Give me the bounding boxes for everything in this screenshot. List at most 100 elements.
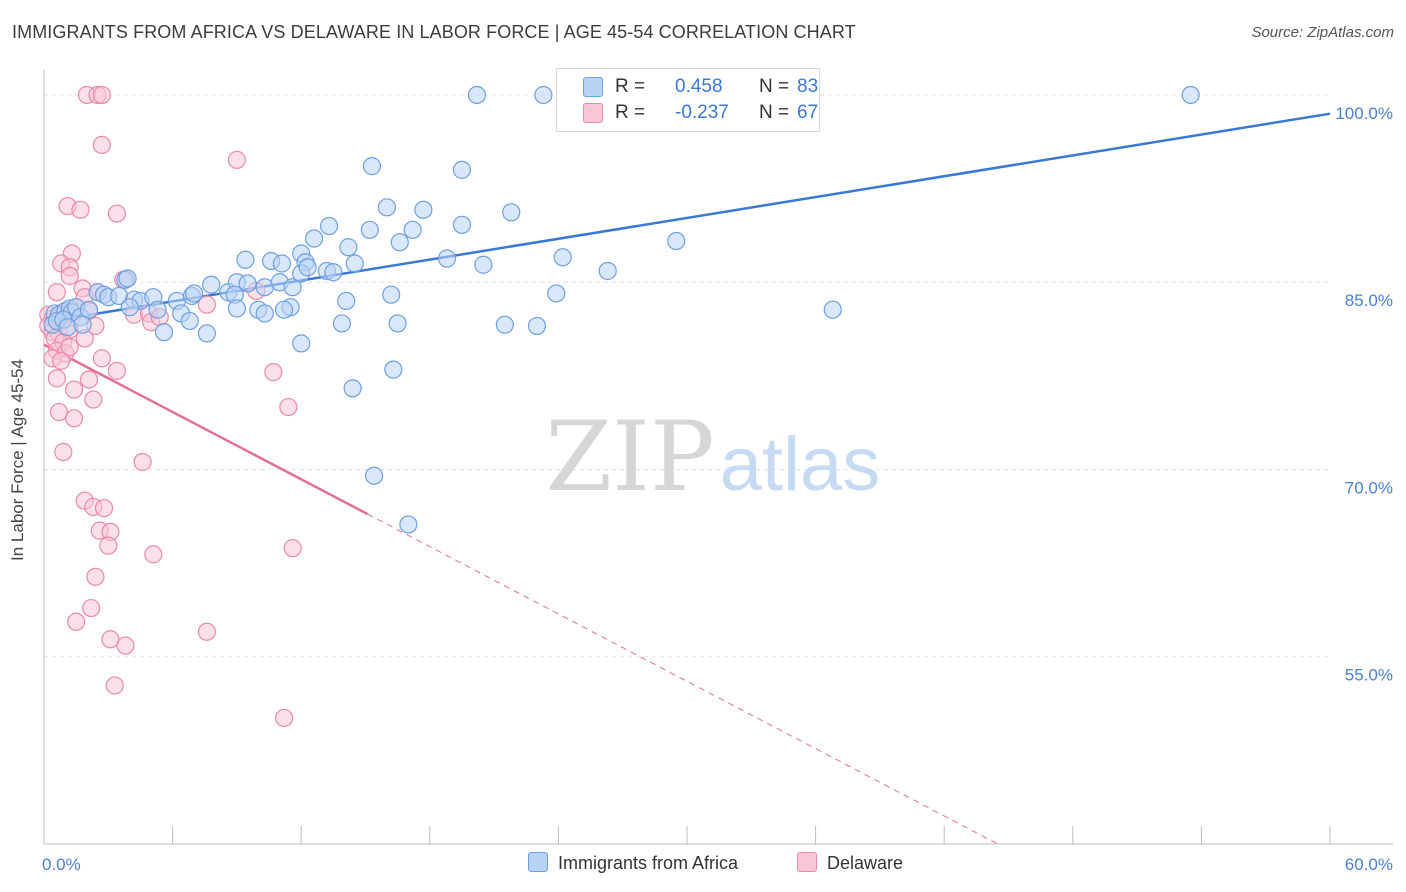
point-africa [236, 250, 255, 269]
point-africa [324, 263, 343, 282]
point-africa [553, 248, 572, 267]
point-africa [388, 314, 407, 333]
stats-legend: R = 0.458 N = 83 R = -0.237 N = 67 [556, 68, 820, 132]
x-tick-labels: 0.0% 60.0% [42, 855, 1393, 874]
point-delaware [92, 135, 111, 155]
point-africa [184, 284, 204, 303]
point-delaware [274, 708, 294, 728]
point-africa [319, 216, 339, 236]
point-africa [227, 299, 246, 318]
n-value: 83 [797, 76, 819, 97]
point-delaware [133, 452, 152, 472]
point-africa [202, 275, 221, 294]
point-africa [1181, 85, 1200, 105]
point-africa [527, 316, 547, 336]
point-africa [304, 229, 324, 248]
n-value: 67 [797, 102, 819, 123]
y-tick-labels: 100.0% 85.0% 70.0% 55.0% [1335, 104, 1393, 685]
point-africa [73, 315, 92, 334]
x-tick-label: 0.0% [42, 855, 81, 874]
africa-swatch [528, 852, 548, 872]
trend-line-delaware-extension [367, 513, 999, 845]
blue-swatch [583, 77, 603, 97]
point-delaware [82, 598, 101, 618]
watermark: ZIP atlas [545, 401, 880, 513]
y-axis-label: In Labor Force | Age 45-54 [8, 359, 27, 561]
point-delaware [197, 622, 216, 641]
point-delaware [60, 266, 79, 286]
point-africa [255, 278, 274, 297]
point-africa [495, 315, 514, 334]
r-value: 0.458 [675, 76, 723, 97]
point-africa [360, 220, 379, 239]
r-label: R = [615, 76, 646, 97]
trend-line-delaware [43, 343, 369, 516]
point-africa [154, 323, 174, 342]
point-africa [118, 269, 137, 288]
watermark-atlas: atlas [720, 422, 881, 507]
point-africa [382, 285, 401, 304]
source-label: Source: ZipAtlas.com [1251, 24, 1394, 41]
point-delaware [283, 539, 302, 558]
chart-title: IMMIGRANTS FROM AFRICA VS DELAWARE IN LA… [12, 22, 856, 42]
point-africa [79, 300, 99, 319]
y-tick-label: 100.0% [1335, 104, 1393, 123]
point-africa [414, 200, 433, 219]
point-africa [197, 324, 216, 343]
delaware-swatch [797, 852, 817, 872]
point-delaware [64, 380, 84, 399]
legend-label-delaware: Delaware [827, 853, 904, 873]
point-africa [238, 274, 257, 293]
point-delaware [99, 536, 118, 555]
r-label: R = [615, 102, 646, 123]
point-africa [403, 220, 422, 239]
point-delaware [116, 636, 135, 655]
legend-label-africa: Immigrants from Africa [558, 853, 739, 873]
point-delaware [264, 363, 283, 382]
point-delaware [107, 204, 126, 223]
legend-item-delaware: Delaware [797, 852, 903, 874]
point-delaware [227, 150, 246, 169]
point-africa [292, 334, 311, 353]
grid-lines [44, 94, 1330, 658]
watermark-zip: ZIP [545, 401, 714, 513]
point-delaware [79, 370, 99, 389]
point-africa [120, 298, 139, 317]
point-delaware [52, 351, 71, 370]
point-delaware [279, 397, 298, 417]
point-africa [283, 278, 302, 297]
point-africa [58, 318, 77, 337]
point-africa [362, 157, 382, 176]
point-delaware [67, 612, 86, 631]
point-africa [345, 254, 364, 273]
point-africa [547, 284, 566, 303]
point-africa [148, 300, 167, 319]
point-delaware [47, 369, 66, 388]
point-delaware [94, 499, 114, 518]
x-tick-label: 60.0% [1345, 855, 1393, 874]
point-africa [298, 258, 317, 277]
point-africa [502, 203, 521, 222]
point-delaware [144, 545, 163, 564]
point-africa [534, 85, 553, 105]
point-delaware [92, 85, 111, 105]
point-africa [377, 198, 397, 217]
pink-swatch [583, 103, 603, 123]
n-label: N = [759, 76, 790, 97]
point-africa [823, 300, 842, 319]
point-delaware [64, 409, 84, 428]
point-africa [384, 360, 403, 379]
data-points [39, 85, 1200, 728]
y-tick-label: 70.0% [1345, 478, 1393, 497]
point-delaware [54, 442, 73, 462]
r-value: -0.237 [675, 102, 729, 123]
point-africa [255, 304, 274, 323]
point-africa [272, 254, 292, 273]
point-delaware [105, 676, 124, 695]
point-africa [467, 85, 487, 105]
point-africa [598, 261, 617, 281]
point-delaware [107, 361, 126, 380]
point-africa [667, 231, 686, 251]
point-africa [337, 291, 356, 311]
